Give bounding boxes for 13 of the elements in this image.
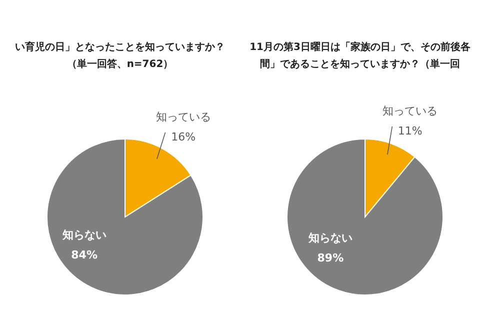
slice-label: 知らない	[61, 228, 106, 242]
data-label: 89%	[317, 251, 344, 264]
chart-subtitle: 間」であることを知っていますか？（単一回	[259, 58, 461, 71]
data-label: 11%	[398, 124, 422, 138]
slice-label: 知っている	[156, 110, 211, 124]
data-label: 16%	[171, 130, 196, 144]
slice-label: 知らない	[307, 231, 352, 244]
chart-title: い育児の日」となったことを知っていますか？	[14, 40, 226, 54]
data-label: 84%	[71, 248, 98, 262]
pie-slice	[286, 138, 444, 296]
slice-label: 知っている	[382, 104, 438, 118]
chart-subtitle: （単一回答、n=762）	[66, 58, 174, 71]
chart-title: 11月の第3日曜日は「家族の日」で、その前後各	[248, 40, 472, 54]
